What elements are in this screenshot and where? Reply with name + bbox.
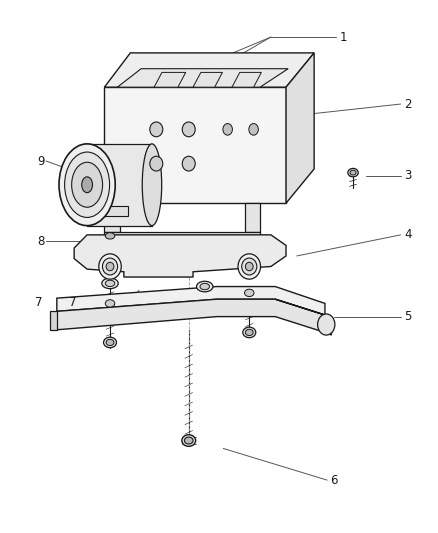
Ellipse shape <box>223 124 233 135</box>
Polygon shape <box>57 287 325 315</box>
Ellipse shape <box>150 156 163 171</box>
Text: 4: 4 <box>404 228 412 241</box>
Ellipse shape <box>182 156 195 171</box>
Ellipse shape <box>99 254 121 279</box>
Ellipse shape <box>59 144 115 225</box>
Ellipse shape <box>238 254 261 279</box>
Polygon shape <box>87 144 152 225</box>
Ellipse shape <box>184 437 193 444</box>
Ellipse shape <box>182 122 195 137</box>
Text: 5: 5 <box>404 310 411 323</box>
Ellipse shape <box>105 233 115 239</box>
Text: 7: 7 <box>35 296 43 309</box>
Ellipse shape <box>102 278 118 289</box>
Ellipse shape <box>243 327 256 338</box>
Ellipse shape <box>106 340 114 345</box>
Ellipse shape <box>150 122 163 137</box>
Polygon shape <box>193 72 223 87</box>
Polygon shape <box>104 232 260 241</box>
Ellipse shape <box>105 280 115 287</box>
Polygon shape <box>57 299 325 333</box>
Ellipse shape <box>244 289 254 296</box>
Ellipse shape <box>350 170 356 175</box>
Polygon shape <box>70 206 128 216</box>
Polygon shape <box>154 72 186 87</box>
Polygon shape <box>245 203 260 232</box>
Polygon shape <box>286 53 314 203</box>
Ellipse shape <box>142 144 162 225</box>
Text: 1: 1 <box>339 30 347 44</box>
Text: 9: 9 <box>37 155 45 167</box>
Polygon shape <box>104 87 286 203</box>
Ellipse shape <box>318 314 335 335</box>
Ellipse shape <box>82 177 92 192</box>
Polygon shape <box>232 72 261 87</box>
Ellipse shape <box>245 262 253 271</box>
Ellipse shape <box>103 337 117 348</box>
Ellipse shape <box>348 168 358 177</box>
Ellipse shape <box>200 284 209 290</box>
Polygon shape <box>104 203 120 232</box>
Polygon shape <box>275 299 332 335</box>
Ellipse shape <box>197 281 213 292</box>
Ellipse shape <box>106 262 114 271</box>
Text: 6: 6 <box>331 474 338 487</box>
Text: 3: 3 <box>404 169 411 182</box>
Polygon shape <box>117 69 288 87</box>
Ellipse shape <box>242 258 257 275</box>
Ellipse shape <box>102 258 117 275</box>
Ellipse shape <box>249 124 258 135</box>
Ellipse shape <box>105 300 115 307</box>
Polygon shape <box>50 311 57 330</box>
Ellipse shape <box>65 152 110 217</box>
Text: 8: 8 <box>37 235 45 248</box>
Text: 7: 7 <box>69 296 77 309</box>
Ellipse shape <box>245 329 253 336</box>
Ellipse shape <box>72 162 102 207</box>
Ellipse shape <box>182 435 196 446</box>
Polygon shape <box>74 235 286 277</box>
Polygon shape <box>104 53 314 87</box>
Text: 2: 2 <box>404 98 412 110</box>
